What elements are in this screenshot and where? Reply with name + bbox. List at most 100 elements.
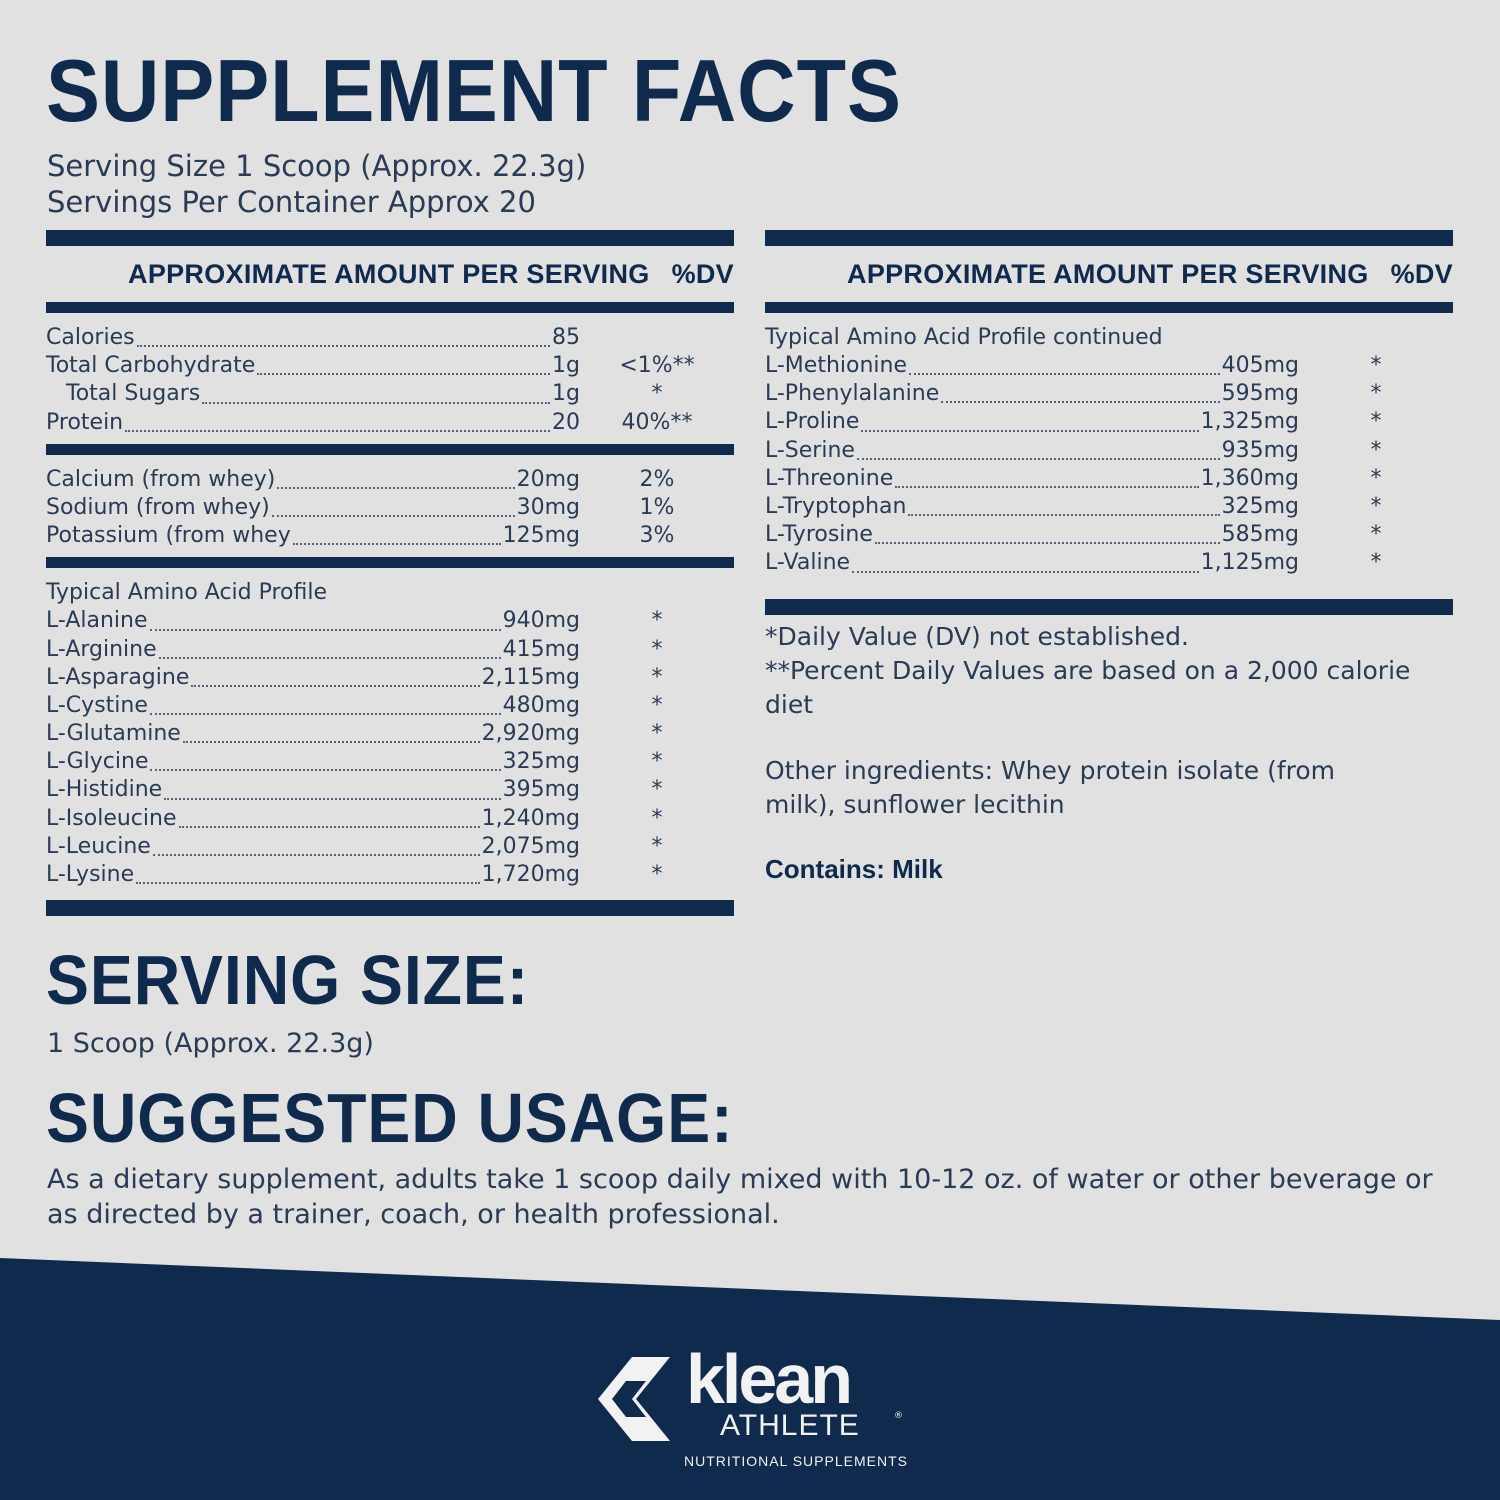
- logo-subtitle: ATHLETE: [720, 1409, 860, 1442]
- dot-leader: [861, 429, 1199, 432]
- nutrient-name: L-Methionine: [765, 353, 908, 378]
- dot-leader: [941, 401, 1220, 404]
- dot-leader: [182, 741, 480, 744]
- nutrient-dv: *: [1370, 550, 1382, 576]
- nutrient-name: L-Leucine: [46, 833, 151, 859]
- nutrient-dv: *: [1370, 409, 1382, 435]
- amino-heading: Typical Amino Acid Profile continued: [765, 325, 1163, 350]
- nutrient-name: L-Serine: [765, 437, 855, 463]
- nutrient-amount: 325mg: [502, 749, 580, 775]
- dot-leader: [874, 542, 1220, 545]
- nutrient-dv: *: [651, 608, 663, 634]
- nutrient-amount: 935mg: [1221, 437, 1299, 463]
- nutrient-amount: 395mg: [502, 777, 580, 803]
- dot-leader: [271, 515, 515, 518]
- divider-bar: [46, 302, 734, 313]
- dot-leader: [149, 713, 501, 716]
- nutrient-row: Total Sugars 1g *: [46, 381, 734, 409]
- nutrient-row: Calories 85: [46, 325, 734, 353]
- divider-bar: [46, 900, 734, 917]
- nutrient-dv: *: [1370, 437, 1382, 463]
- divider-bar: [765, 230, 1453, 246]
- facts-table-right: APPROXIMATE AMOUNT PER SERVING %DV Typic…: [765, 230, 1453, 615]
- allergen-contains: Contains: Milk: [765, 854, 943, 884]
- nutrient-dv: 40%**: [621, 409, 693, 435]
- nutrient-amount: 30mg: [516, 494, 580, 520]
- nutrient-dv: *: [651, 636, 663, 662]
- serving-size-line: Serving Size 1 Scoop (Approx. 22.3g): [47, 149, 587, 183]
- dot-leader: [178, 825, 480, 828]
- column-header: APPROXIMATE AMOUNT PER SERVING %DV: [46, 246, 734, 302]
- nutrient-amount: 20mg: [516, 466, 580, 492]
- dot-leader: [164, 797, 501, 800]
- divider-bar: [46, 230, 734, 246]
- column-header: APPROXIMATE AMOUNT PER SERVING %DV: [765, 246, 1453, 302]
- facts-table-left: APPROXIMATE AMOUNT PER SERVING %DV Calor…: [46, 230, 734, 917]
- nutrient-row: L-Methionine 405mg *: [765, 353, 1453, 381]
- nutrient-amount: 595mg: [1221, 381, 1299, 407]
- nutrient-dv: *: [651, 721, 663, 747]
- brand-logo: klean ATHLETE ® NUTRITIONAL SUPPLEMENTS: [588, 1340, 918, 1475]
- nutrient-dv: 2%: [639, 466, 675, 492]
- nutrient-amount: 1,360mg: [1200, 465, 1299, 491]
- nutrient-row: L-Valine 1,125mg *: [765, 550, 1453, 578]
- dot-leader: [257, 373, 551, 376]
- nutrient-name: Potassium (from whey: [46, 523, 291, 549]
- nutrient-amount: 20: [552, 409, 580, 435]
- nutrient-row: L-Phenylalanine 595mg *: [765, 381, 1453, 409]
- nutrient-dv: *: [651, 664, 663, 690]
- nutrient-dv: *: [651, 833, 663, 859]
- nutrient-amount: 1,125mg: [1200, 550, 1299, 576]
- nutrient-row: L-Tryptophan 325mg *: [765, 494, 1453, 522]
- nutrient-row: L-Glutamine 2,920mg *: [46, 721, 734, 749]
- dot-leader: [152, 854, 480, 856]
- nutrient-dv: *: [651, 777, 663, 803]
- nutrient-amount: 2,920mg: [481, 721, 580, 747]
- dot-leader: [909, 373, 1220, 376]
- nutrient-dv: *: [1370, 522, 1382, 548]
- nutrient-dv: *: [651, 862, 663, 887]
- registered-mark: ®: [894, 1411, 903, 1421]
- nutrient-row: L-Isoleucine 1,240mg *: [46, 806, 734, 834]
- nutrient-name: L-Cystine: [46, 692, 148, 718]
- nutrient-name: Total Carbohydrate: [46, 353, 256, 379]
- nutrient-dv: *: [1370, 465, 1382, 491]
- amount-header: APPROXIMATE AMOUNT PER SERVING: [128, 258, 650, 289]
- dot-leader: [149, 628, 501, 631]
- nutrient-dv: *: [651, 692, 663, 718]
- nutrient-amount: 325mg: [1221, 493, 1299, 519]
- nutrient-name: L-Glutamine: [46, 721, 181, 747]
- nutrient-name: L-Tryptophan: [765, 493, 907, 519]
- nutrient-row: L-Serine 935mg *: [765, 438, 1453, 466]
- dot-leader: [856, 457, 1220, 460]
- nutrient-name: Sodium (from whey): [46, 494, 270, 520]
- divider-bar: [765, 598, 1453, 615]
- nutrient-row: L-Lysine 1,720mg *: [46, 862, 734, 890]
- nutrient-row: Potassium (from whey 125mg 3%: [46, 523, 734, 551]
- servings-per-container-line: Servings Per Container Approx 20: [47, 185, 536, 219]
- serving-info: Serving Size 1 Scoop (Approx. 22.3g) Ser…: [47, 148, 586, 220]
- dv-header: %DV: [671, 258, 734, 289]
- divider-bar: [46, 443, 734, 455]
- macros-section: Calories 85 Total Carbohydrate 1g <1%** Total…: [46, 313, 734, 444]
- nutrient-dv: *: [1370, 353, 1382, 378]
- nutrient-amount: 2,115mg: [481, 664, 580, 690]
- dot-leader: [277, 486, 515, 489]
- nutrient-row: L-Leucine 2,075mg *: [46, 834, 734, 862]
- nutrient-row: Calcium (from whey) 20mg 2%: [46, 467, 734, 495]
- nutrient-dv: *: [651, 381, 663, 407]
- nutrient-row: L-Arginine 415mg *: [46, 637, 734, 665]
- amino-heading: Typical Amino Acid Profile: [46, 580, 328, 606]
- nutrient-name: L-Histidine: [46, 777, 163, 803]
- nutrient-name: L-Asparagine: [46, 664, 190, 690]
- dot-leader: [292, 543, 501, 546]
- nutrient-dv: *: [651, 749, 663, 775]
- dot-leader: [895, 485, 1199, 488]
- nutrient-name: L-Glycine: [46, 749, 149, 775]
- amino-continued-section: Typical Amino Acid Profile continued L-M…: [765, 313, 1453, 585]
- serving-size-text: 1 Scoop (Approx. 22.3g): [47, 1028, 374, 1059]
- dot-leader: [125, 429, 550, 432]
- dv-header: %DV: [1390, 258, 1453, 289]
- divider-bar: [765, 302, 1453, 313]
- footnotes: *Daily Value (DV) not established. **Per…: [765, 620, 1465, 886]
